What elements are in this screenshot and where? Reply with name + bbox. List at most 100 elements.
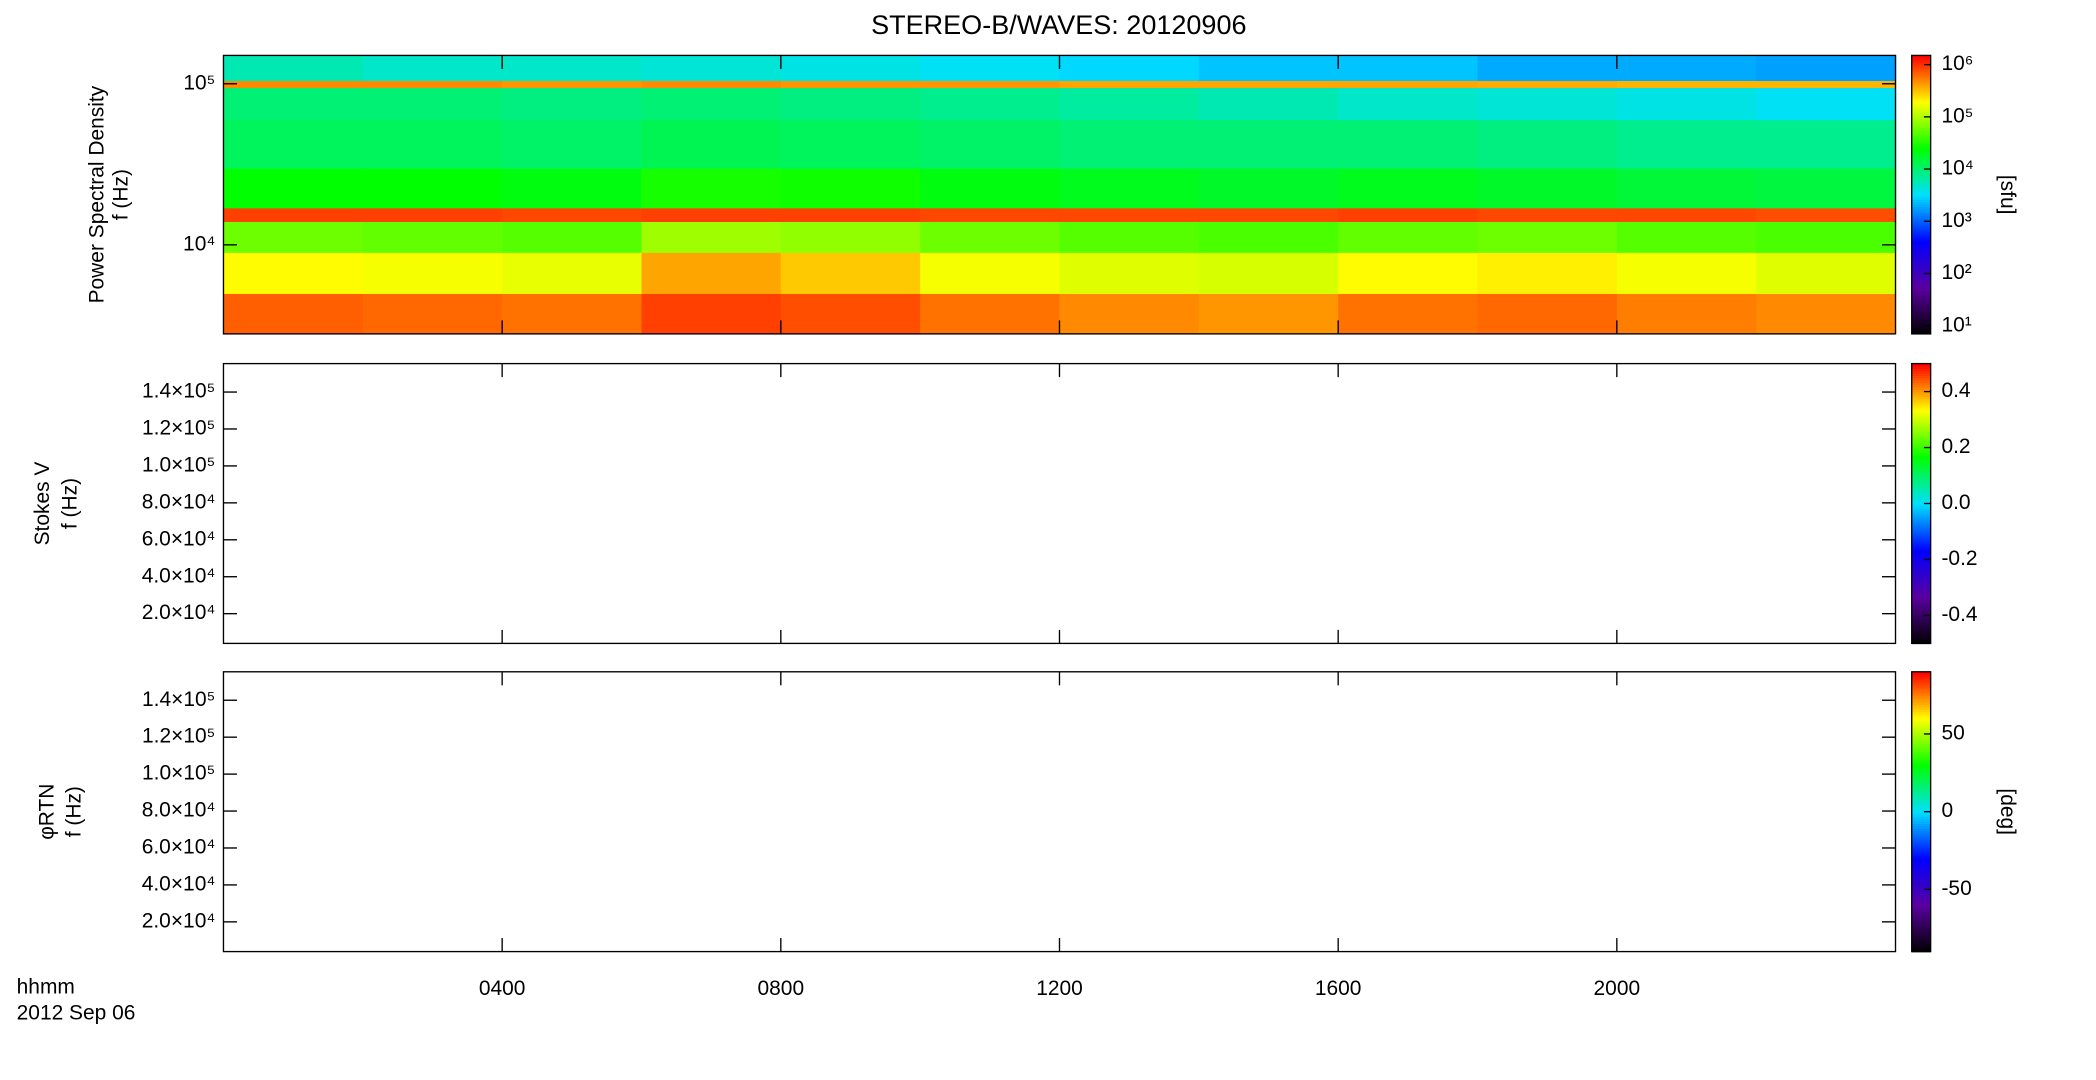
colorbar-swatch bbox=[1911, 250, 1931, 254]
spectrogram-cell bbox=[1198, 252, 1339, 294]
colorbar-swatch bbox=[1911, 774, 1931, 778]
spectrogram-cell bbox=[641, 221, 782, 253]
colorbar-swatch bbox=[1911, 890, 1931, 894]
colorbar-swatch bbox=[1911, 433, 1931, 437]
colorbar-swatch bbox=[1911, 454, 1931, 458]
spectrogram-cell bbox=[223, 80, 364, 89]
colorbar-swatch bbox=[1911, 540, 1931, 544]
colorbar-swatch bbox=[1911, 118, 1931, 122]
colorbar-swatch bbox=[1911, 610, 1931, 614]
colorbar-swatch bbox=[1911, 865, 1931, 869]
colorbar-swatch bbox=[1911, 264, 1931, 268]
colorbar-swatch bbox=[1911, 713, 1931, 717]
colorbar-swatch bbox=[1911, 268, 1931, 272]
spectrogram-cell bbox=[1616, 252, 1757, 294]
spectrogram-cell bbox=[1338, 87, 1479, 121]
colorbar-swatch bbox=[1911, 80, 1931, 84]
spectrogram-cell bbox=[1616, 221, 1757, 253]
y-tick-label: 4.0×10⁴ bbox=[142, 872, 216, 895]
colorbar-swatch bbox=[1911, 266, 1931, 270]
colorbar-swatch bbox=[1911, 208, 1931, 212]
colorbar-swatch bbox=[1911, 911, 1931, 915]
colorbar-swatch bbox=[1911, 308, 1931, 312]
spectrogram-cell bbox=[1616, 80, 1757, 89]
colorbar-swatch bbox=[1911, 526, 1931, 530]
colorbar-swatch bbox=[1911, 674, 1931, 678]
colorbar-swatch bbox=[1911, 180, 1931, 184]
colorbar-swatch bbox=[1911, 62, 1931, 66]
colorbar-swatch bbox=[1911, 804, 1931, 808]
colorbar-swatch bbox=[1911, 470, 1931, 474]
colorbar-swatch bbox=[1911, 282, 1931, 286]
colorbar-swatch bbox=[1911, 303, 1931, 307]
spectrogram-cell bbox=[502, 221, 643, 253]
colorbar-swatch bbox=[1911, 245, 1931, 249]
colorbar-swatch bbox=[1911, 196, 1931, 200]
colorbar-swatch bbox=[1911, 192, 1931, 196]
colorbar-swatch bbox=[1911, 776, 1931, 780]
y-tick-label: 1.2×10⁵ bbox=[142, 417, 215, 440]
colorbar-swatch bbox=[1911, 449, 1931, 453]
colorbar-swatch bbox=[1911, 678, 1931, 682]
colorbar-swatch bbox=[1911, 468, 1931, 472]
colorbar-swatch bbox=[1911, 426, 1931, 430]
colorbar-swatch bbox=[1911, 935, 1931, 939]
spectrogram-cell bbox=[780, 252, 921, 294]
colorbar-swatch bbox=[1911, 835, 1931, 839]
colorbar-swatch bbox=[1911, 760, 1931, 764]
colorbar-swatch bbox=[1911, 138, 1931, 142]
colorbar-tick-label: 10² bbox=[1941, 261, 1971, 284]
colorbar-swatch bbox=[1911, 615, 1931, 619]
colorbar-swatch bbox=[1911, 634, 1931, 638]
spectrogram-cell bbox=[1616, 119, 1757, 169]
colorbar-swatch bbox=[1911, 386, 1931, 390]
colorbar-swatch bbox=[1911, 862, 1931, 866]
colorbar-swatch bbox=[1911, 55, 1931, 59]
colorbar-swatch bbox=[1911, 704, 1931, 708]
colorbar-swatch bbox=[1911, 78, 1931, 82]
spectrogram-cell bbox=[223, 207, 364, 222]
colorbar-tick-label: 0 bbox=[1941, 799, 1953, 822]
colorbar-swatch bbox=[1911, 271, 1931, 275]
y-axis-label: φRTN bbox=[35, 784, 58, 840]
colorbar-swatch bbox=[1911, 928, 1931, 932]
colorbar-swatch bbox=[1911, 501, 1931, 505]
colorbar-swatch bbox=[1911, 734, 1931, 738]
colorbar-swatch bbox=[1911, 638, 1931, 642]
colorbar-swatch bbox=[1911, 459, 1931, 463]
colorbar-swatch bbox=[1911, 122, 1931, 126]
colorbar-swatch bbox=[1911, 737, 1931, 741]
colorbar-swatch bbox=[1911, 108, 1931, 112]
spectrogram-cell bbox=[1198, 221, 1339, 253]
spectrogram-cell bbox=[1338, 207, 1479, 222]
colorbar-swatch bbox=[1911, 379, 1931, 383]
y-tick-label: 1.4×10⁵ bbox=[142, 688, 215, 711]
spectrogram-cell bbox=[502, 55, 643, 82]
colorbar-swatch bbox=[1911, 883, 1931, 887]
spectrogram-cell bbox=[920, 80, 1061, 89]
colorbar-swatch bbox=[1911, 67, 1931, 71]
colorbar-swatch bbox=[1911, 727, 1931, 731]
colorbar-swatch bbox=[1911, 363, 1931, 367]
spectrogram-cell bbox=[920, 167, 1061, 209]
colorbar-swatch bbox=[1911, 946, 1931, 950]
colorbar-swatch bbox=[1911, 692, 1931, 696]
spectrogram-cell bbox=[641, 119, 782, 169]
colorbar-swatch bbox=[1911, 564, 1931, 568]
spectrogram-cell bbox=[920, 55, 1061, 82]
colorbar-swatch bbox=[1911, 210, 1931, 214]
y-tick-label: 8.0×10⁴ bbox=[142, 799, 216, 822]
colorbar-tick-label: -0.2 bbox=[1941, 547, 1977, 570]
colorbar-swatch bbox=[1911, 702, 1931, 706]
spectrogram-cell bbox=[362, 207, 503, 222]
colorbar-swatch bbox=[1911, 718, 1931, 722]
colorbar-swatch bbox=[1911, 512, 1931, 516]
colorbar-swatch bbox=[1911, 190, 1931, 193]
colorbar-swatch bbox=[1911, 131, 1931, 135]
colorbar-swatch bbox=[1911, 580, 1931, 584]
colorbar-swatch bbox=[1911, 725, 1931, 729]
colorbar-swatch bbox=[1911, 92, 1931, 96]
colorbar-swatch bbox=[1911, 194, 1931, 198]
spectrogram-cell bbox=[780, 119, 921, 169]
colorbar-swatch bbox=[1911, 477, 1931, 481]
